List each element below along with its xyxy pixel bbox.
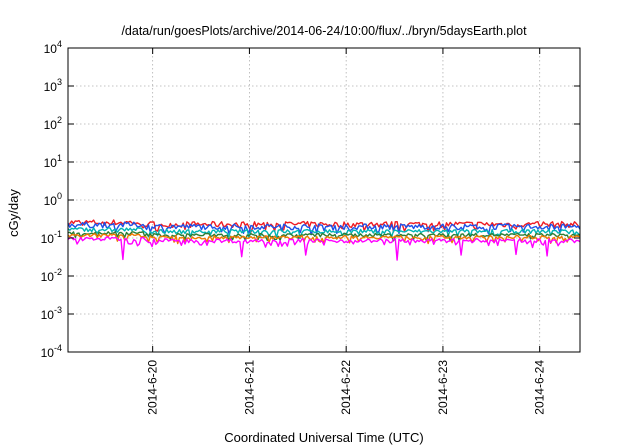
y-tick-label: 102: [44, 115, 62, 132]
x-tick-label: 2014-6-21: [242, 360, 256, 415]
x-tick-label: 2014-6-24: [533, 360, 547, 415]
x-axis: 2014-6-20 2014-6-21 2014-6-22 2014-6-23 2014…: [146, 48, 547, 415]
y-tick-label: 104: [44, 39, 62, 56]
y-axis-label: cGy/day: [6, 189, 21, 237]
chart-title: /data/run/goesPlots/archive/2014-06-24/1…: [121, 24, 527, 38]
y-tick-label: 101: [44, 153, 62, 170]
series-line: [67, 231, 581, 242]
y-axis: 10-4 10-3 10-2 10-1 100 101 102 103 104: [41, 39, 580, 360]
series-line: [67, 219, 581, 233]
series-group: [67, 219, 581, 261]
y-tick-label: 10-1: [41, 229, 62, 246]
x-axis-label: Coordinated Universal Time (UTC): [224, 430, 423, 445]
x-tick-label: 2014-6-23: [436, 360, 450, 415]
y-tick-label: 10-2: [41, 267, 62, 284]
grid: [68, 48, 580, 352]
x-tick-label: 2014-6-20: [146, 360, 160, 415]
y-tick-label: 10-4: [41, 343, 62, 360]
series-line: [67, 236, 581, 261]
y-tick-label: 103: [44, 77, 62, 94]
y-tick-label: 10-3: [41, 305, 62, 322]
series-line: [67, 221, 581, 236]
y-tick-label: 100: [44, 191, 62, 208]
x-tick-label: 2014-6-22: [339, 360, 353, 415]
